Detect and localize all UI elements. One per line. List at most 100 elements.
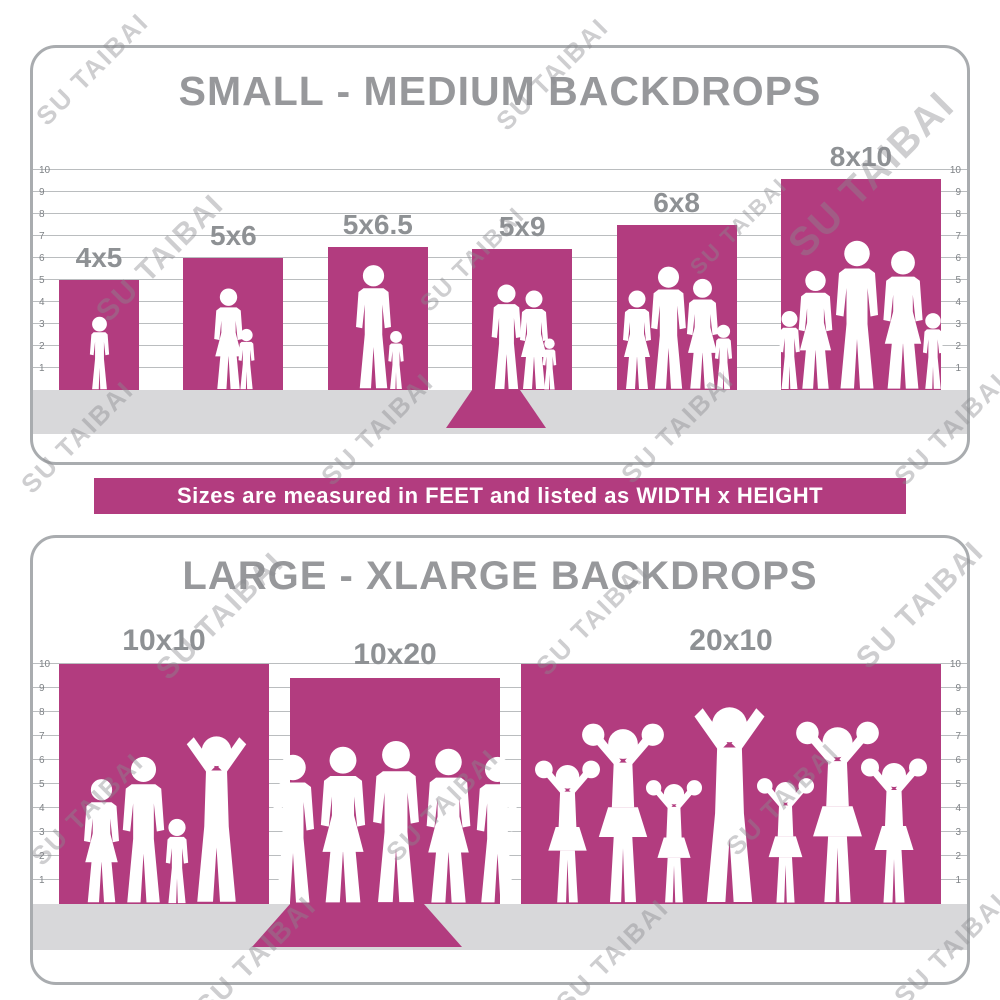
axis-tick-right: 7	[955, 731, 961, 742]
axis-tick-left: 5	[39, 779, 45, 790]
child-silhouette-icon	[165, 818, 188, 904]
axis-tick-left: 4	[39, 803, 45, 814]
silhouette-group	[605, 266, 749, 390]
size-label: 10x20	[353, 638, 437, 671]
axis-tick-left: 7	[39, 731, 45, 742]
bar-row: 4x5 5x6 5x6.5 5x9 6x8 8x10	[59, 141, 943, 428]
gridline	[33, 735, 967, 736]
axis-tick-right: 3	[955, 827, 961, 838]
woman-silhouette-icon	[320, 746, 366, 903]
axis-tick-left: 6	[39, 755, 45, 766]
silhouette-group	[509, 698, 953, 904]
silhouette-group	[47, 316, 151, 390]
axis-tick-left: 10	[39, 165, 51, 176]
gridline	[33, 213, 967, 214]
small-medium-bar-chart: 1 1 2 2 3 3 4 4 5 5 6 6 7 7 8 8 9 9 10 10 4x5 5x6 5x6.5 5x9 6x8 8…	[33, 141, 967, 434]
silhouette-group	[272, 740, 519, 904]
cheer-silhouette-icon	[757, 778, 814, 903]
armsup-silhouette-icon	[694, 707, 765, 902]
silhouette-group	[171, 288, 295, 390]
axis-tick-left: 9	[39, 187, 45, 198]
axis-tick-right: 5	[955, 779, 961, 790]
cheer-silhouette-icon	[646, 780, 702, 903]
axis-tick-right: 1	[955, 875, 961, 886]
axis-tick-left: 1	[39, 875, 45, 886]
size-label: 5x6.5	[342, 209, 413, 240]
axis-tick-right: 4	[955, 297, 961, 308]
woman-silhouette-icon	[623, 290, 652, 389]
man-silhouette-icon	[835, 240, 878, 389]
woman-silhouette-icon	[686, 278, 719, 389]
units-banner-text: Sizes are measured in FEET and listed as…	[176, 483, 824, 508]
man-silhouette-icon	[491, 284, 522, 389]
studio-floor	[33, 904, 967, 950]
gridline	[33, 711, 967, 712]
axis-tick-left: 9	[39, 683, 45, 694]
axis-tick-left: 4	[39, 297, 45, 308]
man-silhouette-icon	[476, 756, 519, 903]
axis-tick-right: 1	[955, 363, 961, 374]
child-silhouette-icon	[89, 316, 109, 390]
gridline	[33, 235, 967, 236]
cheer-silhouette-icon	[796, 721, 879, 903]
axis-tick-left: 5	[39, 275, 45, 286]
woman-silhouette-icon	[883, 250, 923, 389]
child-silhouette-icon	[542, 338, 557, 390]
silhouette-group	[460, 284, 584, 390]
axis-tick-left: 6	[39, 253, 45, 264]
floor-sweep	[446, 390, 547, 428]
backdrop-bar-5x9: 5x9	[446, 211, 573, 428]
axis-tick-left: 10	[39, 659, 51, 670]
gridline	[33, 783, 967, 784]
backdrop-bar-5x6: 5x6	[183, 220, 284, 390]
axis-tick-right: 6	[955, 253, 961, 264]
backdrop-bar-5x6.5: 5x6.5	[327, 209, 428, 390]
silhouette-group	[47, 728, 281, 904]
axis-tick-left: 3	[39, 319, 45, 330]
backdrop-bar-20x10: 20x10	[521, 624, 941, 904]
size-label: 4x5	[75, 242, 123, 273]
size-label: 8x10	[829, 141, 893, 172]
size-label: 10x10	[122, 624, 206, 657]
cheer-silhouette-icon	[535, 760, 600, 903]
gridline	[33, 169, 967, 170]
armsup-silhouette-icon	[186, 736, 246, 902]
axis-tick-left: 1	[39, 363, 45, 374]
gridline	[33, 663, 967, 664]
axis-tick-right: 10	[949, 165, 961, 176]
gridline	[33, 191, 967, 192]
axis-tick-right: 7	[955, 231, 961, 242]
axis-tick-right: 2	[955, 851, 961, 862]
man-silhouette-icon	[122, 756, 164, 903]
man-silhouette-icon	[373, 741, 419, 903]
cheer-silhouette-icon	[582, 723, 664, 903]
backdrop-bar-10x20: 10x20	[252, 638, 519, 947]
man-silhouette-icon	[356, 265, 392, 389]
gridline	[33, 687, 967, 688]
size-label: 5x9	[498, 211, 546, 242]
cheer-silhouette-icon	[861, 758, 927, 903]
woman-silhouette-icon	[214, 288, 244, 389]
man-silhouette-icon	[651, 266, 686, 389]
small-medium-panel: SMALL - MEDIUM BACKDROPS 1 1 2 2 3 3 4 4 5 5 6 6 7 7 8…	[30, 45, 970, 465]
silhouette-group	[316, 264, 440, 390]
axis-tick-left: 8	[39, 209, 45, 220]
backdrop-bar-8x10: 8x10	[779, 141, 943, 390]
large-xlarge-bar-chart: 1 1 2 2 3 3 4 4 5 5 6 6 7 7 8 8 9 9 10 10 10x10 10x20 20x10	[33, 624, 967, 950]
units-banner: Sizes are measured in FEET and listed as…	[94, 478, 906, 514]
backdrop-bar-6x8: 6x8	[616, 187, 737, 390]
axis-tick-right: 2	[955, 341, 961, 352]
woman-silhouette-icon	[520, 290, 549, 389]
backdrop-bar-4x5: 4x5	[59, 242, 139, 390]
backdrop-bar-10x10: 10x10	[59, 624, 269, 904]
axis-tick-left: 8	[39, 707, 45, 718]
large-xlarge-title: LARGE - XLARGE BACKDROPS	[182, 554, 818, 598]
woman-silhouette-icon	[83, 779, 119, 903]
man-silhouette-icon	[272, 754, 314, 903]
axis-tick-right: 8	[955, 707, 961, 718]
small-medium-title: SMALL - MEDIUM BACKDROPS	[178, 68, 822, 114]
size-label: 20x10	[689, 624, 773, 657]
axis-tick-left: 2	[39, 341, 45, 352]
size-label: 6x8	[653, 187, 700, 218]
